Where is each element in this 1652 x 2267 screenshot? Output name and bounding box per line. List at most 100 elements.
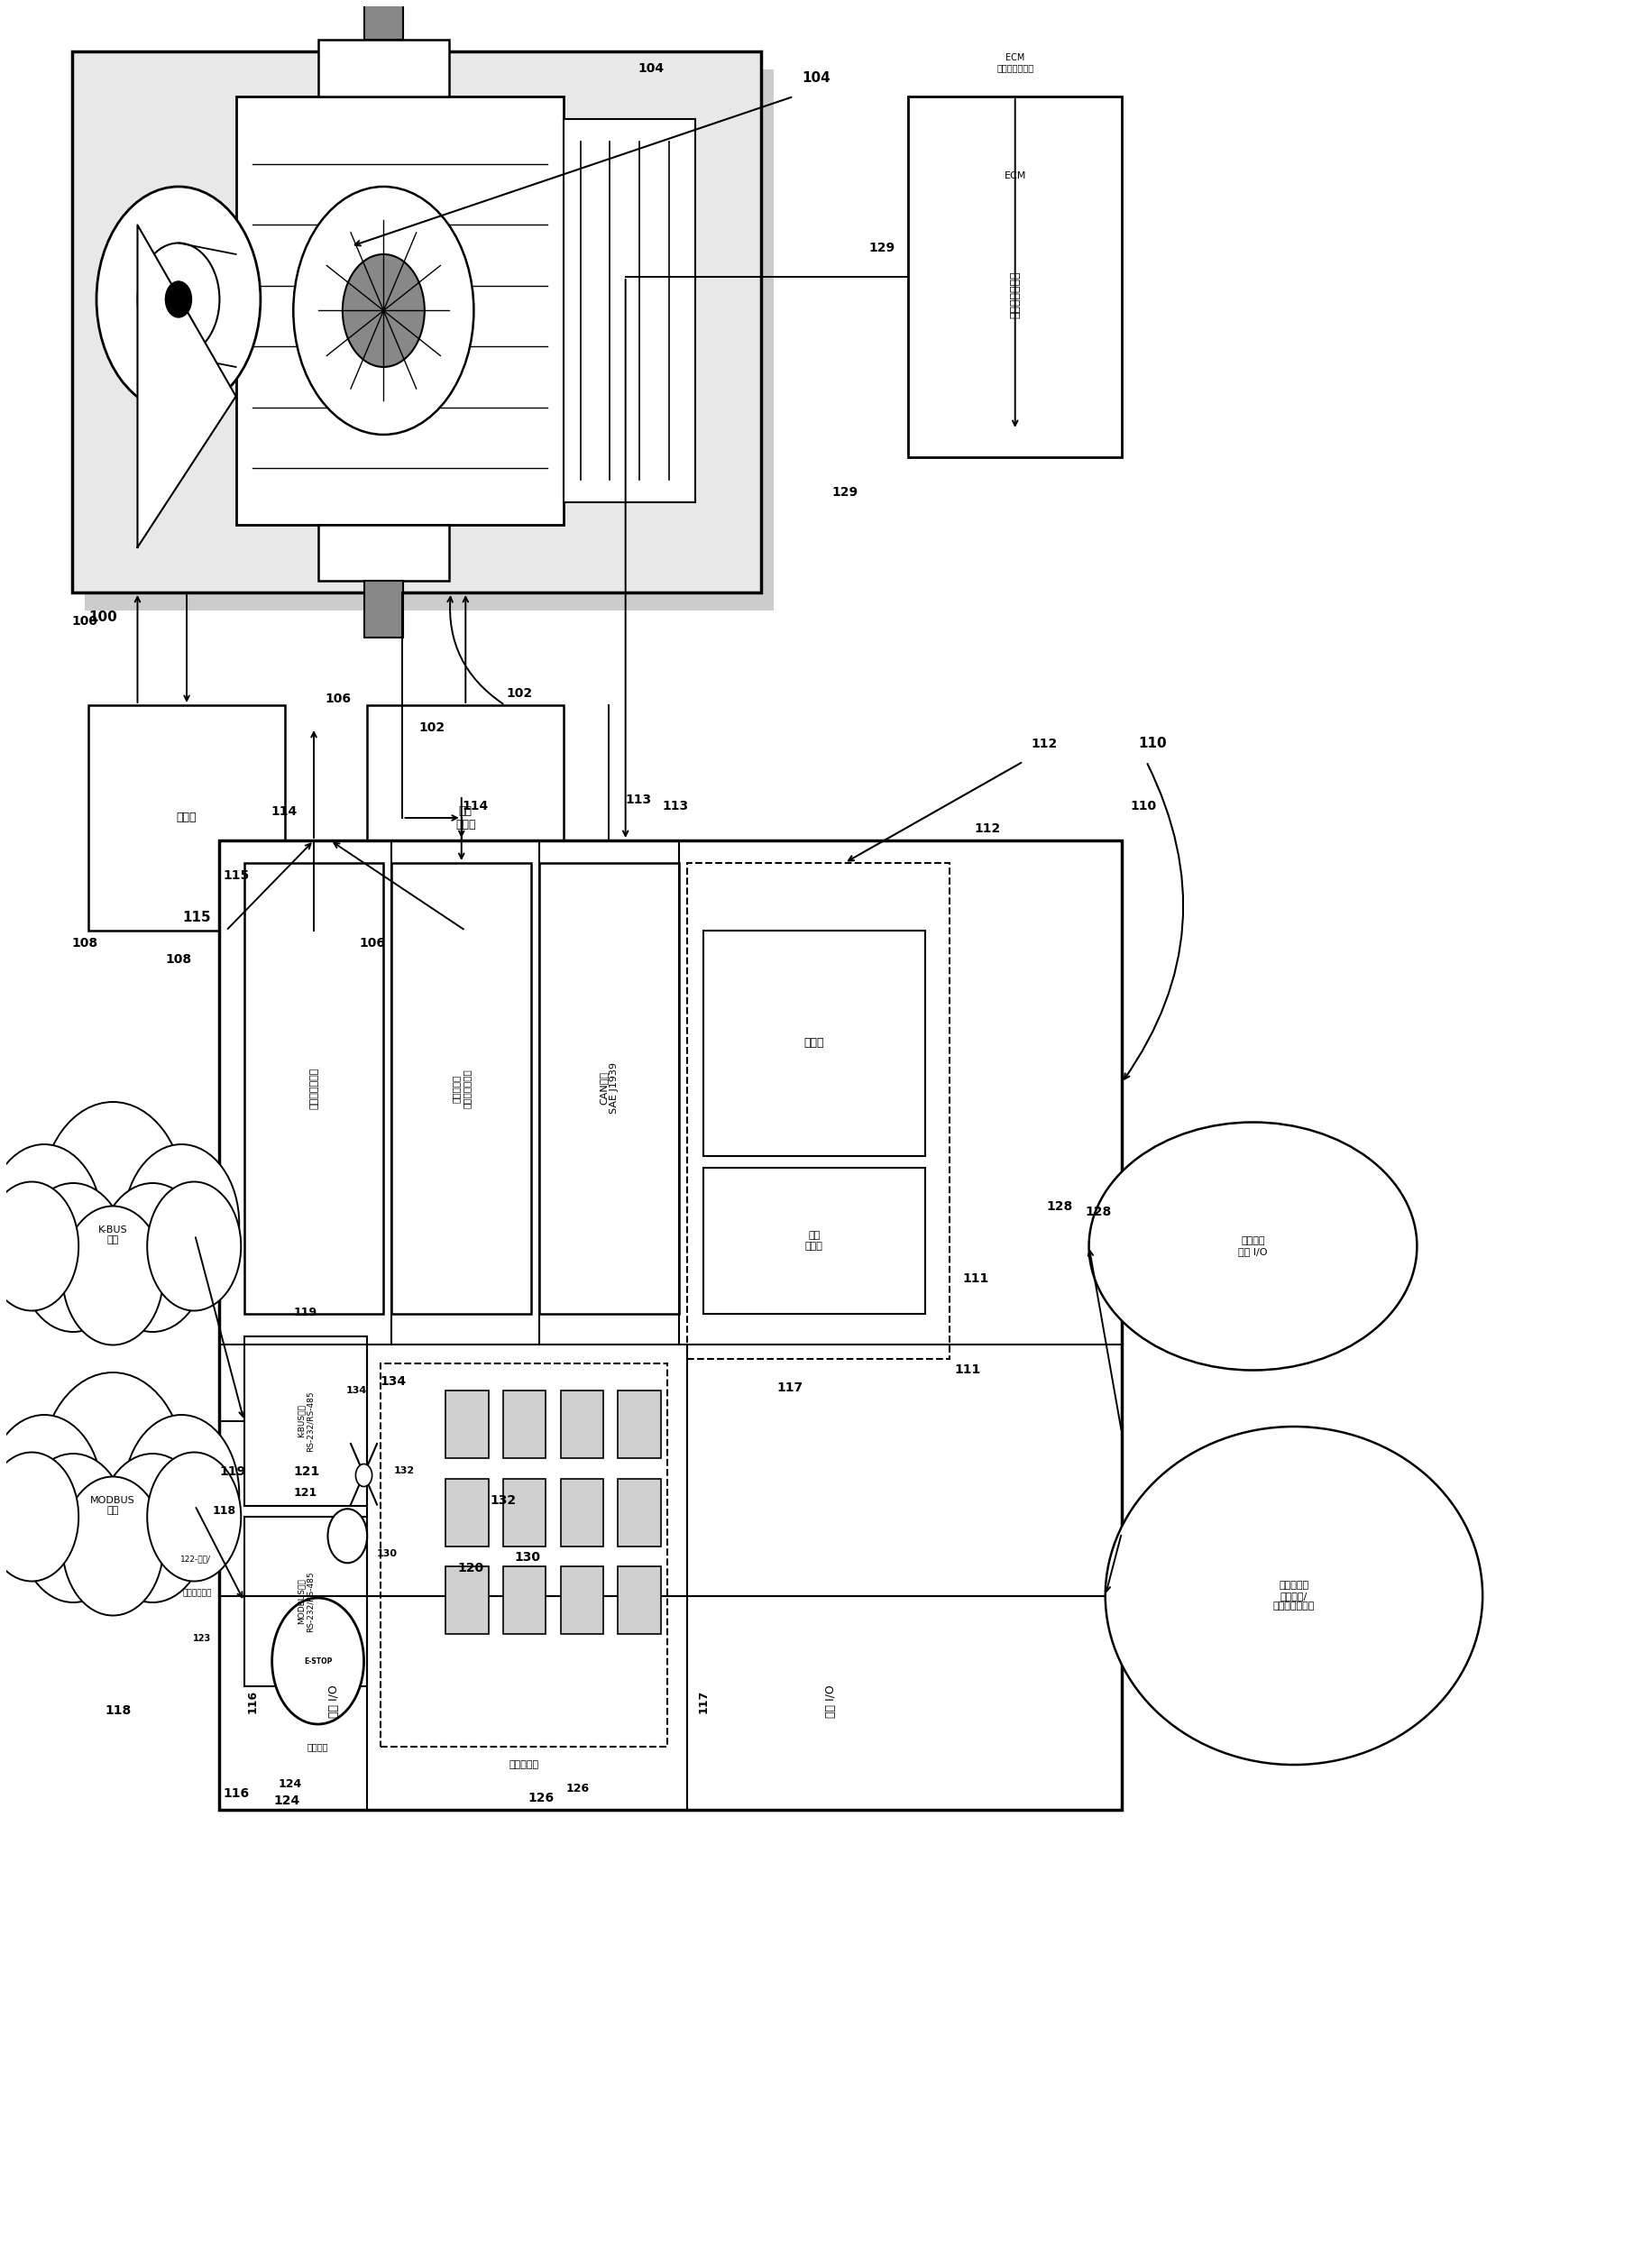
Circle shape xyxy=(20,1183,127,1333)
Circle shape xyxy=(41,1372,185,1571)
Ellipse shape xyxy=(1105,1426,1482,1764)
Text: 116: 116 xyxy=(246,1689,258,1714)
Text: 113: 113 xyxy=(662,800,689,812)
Text: 紧急停止: 紧急停止 xyxy=(307,1743,329,1750)
Text: 微型
计算机: 微型 计算机 xyxy=(805,1231,823,1251)
Text: 104: 104 xyxy=(801,73,829,86)
Circle shape xyxy=(342,254,425,367)
Bar xyxy=(220,841,1122,1809)
Text: 存储器: 存储器 xyxy=(803,1038,824,1050)
Bar xyxy=(71,52,760,592)
Text: 104: 104 xyxy=(638,63,664,75)
Polygon shape xyxy=(137,224,236,546)
Text: 118: 118 xyxy=(211,1505,236,1517)
Text: 114: 114 xyxy=(463,800,489,812)
Text: 121: 121 xyxy=(294,1487,317,1498)
Text: 126: 126 xyxy=(565,1782,590,1795)
Bar xyxy=(317,41,449,97)
Text: 113: 113 xyxy=(624,793,651,807)
Text: E-STOP: E-STOP xyxy=(304,1657,332,1664)
Text: 模拟 I/O: 模拟 I/O xyxy=(329,1684,340,1718)
Text: 110: 110 xyxy=(1138,737,1166,750)
Text: 122-关闭/: 122-关闭/ xyxy=(180,1555,211,1562)
Bar xyxy=(704,929,925,1156)
Bar xyxy=(560,1478,603,1546)
Ellipse shape xyxy=(1089,1122,1416,1369)
Text: 119: 119 xyxy=(220,1464,246,1478)
Circle shape xyxy=(147,1453,241,1582)
Circle shape xyxy=(63,1206,164,1344)
Text: 116: 116 xyxy=(223,1786,249,1800)
Circle shape xyxy=(292,186,474,435)
Text: 100: 100 xyxy=(71,614,97,628)
Circle shape xyxy=(147,1181,241,1310)
Text: 100: 100 xyxy=(88,610,117,623)
Text: 102: 102 xyxy=(506,687,532,701)
Text: MODBUS接口
RS-232/RS-485: MODBUS接口 RS-232/RS-485 xyxy=(297,1571,314,1632)
Bar xyxy=(704,1168,925,1315)
Text: 发动机控制模块: 发动机控制模块 xyxy=(1009,272,1021,317)
Bar xyxy=(446,1478,489,1546)
Text: 132: 132 xyxy=(491,1494,515,1508)
Text: 134: 134 xyxy=(345,1385,367,1394)
Text: 106: 106 xyxy=(358,936,385,950)
Bar xyxy=(618,1566,661,1635)
Circle shape xyxy=(327,1510,367,1562)
Bar xyxy=(563,118,695,503)
Text: 130: 130 xyxy=(377,1548,398,1557)
Bar xyxy=(618,1478,661,1546)
Circle shape xyxy=(96,186,261,413)
Bar xyxy=(244,1338,367,1505)
Text: 115: 115 xyxy=(223,871,249,882)
Circle shape xyxy=(0,1415,102,1573)
Text: 124: 124 xyxy=(278,1777,301,1791)
Text: 117: 117 xyxy=(697,1689,709,1714)
Bar xyxy=(502,1566,545,1635)
Bar xyxy=(363,0,403,41)
Text: 输出
传感器: 输出 传感器 xyxy=(456,805,476,830)
Circle shape xyxy=(0,1453,79,1582)
Bar xyxy=(367,705,563,929)
Text: 134: 134 xyxy=(380,1374,406,1387)
Text: 115: 115 xyxy=(183,911,211,925)
Bar xyxy=(502,1478,545,1546)
Text: 129: 129 xyxy=(869,243,895,254)
Circle shape xyxy=(20,1453,127,1603)
Circle shape xyxy=(99,1453,206,1603)
Text: 129: 129 xyxy=(831,487,857,499)
Text: 128: 128 xyxy=(1046,1199,1072,1213)
Text: 102: 102 xyxy=(418,721,444,735)
Text: 电压与电流
传感器数字接口: 电压与电流 传感器数字接口 xyxy=(451,1068,471,1109)
Bar xyxy=(244,1517,367,1687)
Circle shape xyxy=(0,1181,79,1310)
Bar xyxy=(236,97,563,524)
Text: 112: 112 xyxy=(973,823,999,834)
Circle shape xyxy=(137,243,220,356)
Text: K-BUS
网络: K-BUS 网络 xyxy=(97,1224,127,1245)
Text: 励磁机: 励磁机 xyxy=(177,812,197,823)
Circle shape xyxy=(0,1145,102,1304)
Text: 112: 112 xyxy=(1031,737,1057,750)
Text: CAN接口
SAE J1939: CAN接口 SAE J1939 xyxy=(600,1063,618,1113)
Bar xyxy=(560,1390,603,1458)
Text: 106: 106 xyxy=(324,691,350,705)
Text: 114: 114 xyxy=(271,805,297,818)
Text: 数字 I/O: 数字 I/O xyxy=(824,1684,836,1718)
Text: K-BUS接口
RS-232/RS-485: K-BUS接口 RS-232/RS-485 xyxy=(297,1390,314,1451)
Bar xyxy=(618,1390,661,1458)
Text: 108: 108 xyxy=(71,936,97,950)
Circle shape xyxy=(99,1183,206,1333)
Bar xyxy=(560,1566,603,1635)
Bar xyxy=(502,1390,545,1458)
Bar xyxy=(539,864,679,1315)
Bar xyxy=(446,1566,489,1635)
Text: 111: 111 xyxy=(953,1362,980,1376)
Text: MODBUS
网络: MODBUS 网络 xyxy=(91,1496,135,1514)
Bar xyxy=(244,864,383,1315)
Bar xyxy=(392,864,530,1315)
Text: ECM: ECM xyxy=(1003,172,1026,181)
Text: 117: 117 xyxy=(776,1381,803,1394)
Circle shape xyxy=(165,281,192,317)
Bar xyxy=(446,1390,489,1458)
Circle shape xyxy=(355,1464,372,1487)
